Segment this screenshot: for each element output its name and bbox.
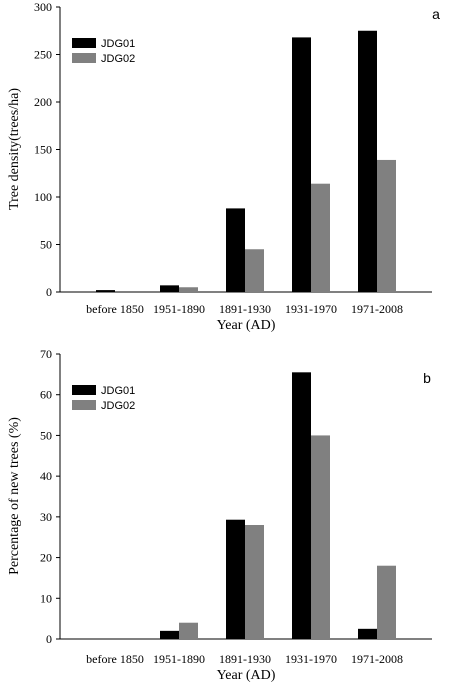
panel-a: 0 50 100 150 200 250 300 before 1850 1951-1890 1… (7, 0, 440, 333)
panel-a-x-tick-label: 1951-1890 (153, 302, 205, 316)
panel-b-bar-jdg01 (160, 630, 179, 639)
panel-a-y-tick-label: 50 (40, 238, 52, 252)
panel-a-y-tick-label: 300 (34, 0, 52, 14)
panel-a-x-tick-label: 1891-1930 (219, 302, 271, 316)
panel-b-bar-jdg02 (245, 525, 264, 639)
panel-a-y-ticks: 0 50 100 150 200 250 300 (34, 0, 60, 299)
panel-b-y-tick-label: 10 (40, 591, 52, 605)
panel-a-x-tick-labels: before 1850 1951-1890 1891-1930 1931-1970 19… (86, 302, 403, 316)
panel-b-bar-jdg02 (377, 565, 396, 639)
panel-a-y-tick-label: 150 (34, 143, 52, 157)
panel-b-y-ticks: 0 10 20 30 40 50 60 70 (40, 347, 60, 646)
panel-a-y-tick-label: 200 (34, 95, 52, 109)
panel-a-bar-jdg02 (311, 183, 330, 292)
panel-a-y-tick-label: 250 (34, 48, 52, 62)
panel-b-bar-jdg02 (311, 435, 330, 639)
panel-a-y-axis-title: Tree density(trees/ha) (7, 88, 22, 210)
panel-b-bar-jdg01 (292, 372, 311, 639)
panel-a-bar-jdg01 (226, 208, 245, 292)
panel-a-bar-jdg02 (377, 159, 396, 292)
panel-b-y-axis-title: Percentage of new trees (%) (7, 417, 22, 575)
panel-b-label: b (423, 370, 431, 386)
panel-b-legend-swatch-jdg01 (72, 385, 96, 395)
panel-a-bar-jdg01 (358, 30, 377, 292)
panel-a-bar-jdg02 (245, 249, 264, 292)
panel-a-x-tick-label: 1931-1970 (285, 302, 337, 316)
panel-a-bar-jdg01 (160, 285, 179, 292)
panel-a-bar-jdg01 (292, 37, 311, 293)
panel-b-y-tick-label: 20 (40, 551, 52, 565)
panel-b-y-tick-label: 0 (46, 632, 52, 646)
panel-a-x-tick-label: 1971-2008 (351, 302, 403, 316)
panel-b-y-tick-label: 50 (40, 428, 52, 442)
panel-b-x-tick-label: before 1850 (86, 652, 144, 666)
panel-b-bar-jdg01 (358, 628, 377, 639)
panel-b-legend: JDG01 JDG02 (72, 385, 135, 412)
panel-b-y-tick-label: 60 (40, 388, 52, 402)
panel-b: 0 10 20 30 40 50 60 70 before 1850 1951-1890 1891… (7, 347, 432, 683)
panel-b-x-tick-label: 1971-2008 (351, 652, 403, 666)
panel-b-x-tick-label: 1951-1890 (153, 652, 205, 666)
panel-a-legend-swatch-jdg01 (72, 38, 96, 48)
panel-b-x-tick-label: 1931-1970 (285, 652, 337, 666)
panel-b-bars (160, 372, 396, 639)
panel-a-label: a (432, 6, 440, 22)
panel-b-x-tick-labels: before 1850 1951-1890 1891-1930 1931-1970 19… (86, 652, 403, 666)
panel-a-x-tick-label: before 1850 (86, 302, 144, 316)
panel-a-legend-swatch-jdg02 (72, 53, 96, 63)
panel-a-legend: JDG01 JDG02 (72, 38, 135, 65)
panel-a-x-axis-title: Year (AD) (217, 318, 276, 333)
panel-b-y-tick-label: 70 (40, 347, 52, 361)
panel-a-y-tick-label: 0 (46, 285, 52, 299)
panel-b-legend-label-jdg02: JDG02 (101, 400, 135, 412)
panel-a-bar-jdg01 (96, 290, 115, 292)
panel-b-legend-label-jdg01: JDG01 (101, 385, 135, 397)
panel-b-x-tick-label: 1891-1930 (219, 652, 271, 666)
panel-b-legend-swatch-jdg02 (72, 400, 96, 410)
panel-a-bars (96, 30, 396, 293)
panel-b-x-axis-title: Year (AD) (217, 668, 276, 683)
panel-b-y-tick-label: 40 (40, 469, 52, 483)
panel-a-legend-label-jdg01: JDG01 (101, 38, 135, 50)
panel-a-bar-jdg02 (179, 287, 198, 292)
panel-b-y-tick-label: 30 (40, 510, 52, 524)
panel-a-legend-label-jdg02: JDG02 (101, 53, 135, 65)
panel-b-bar-jdg01 (226, 519, 245, 639)
panel-a-y-tick-label: 100 (34, 190, 52, 204)
panel-b-bar-jdg02 (179, 622, 198, 639)
